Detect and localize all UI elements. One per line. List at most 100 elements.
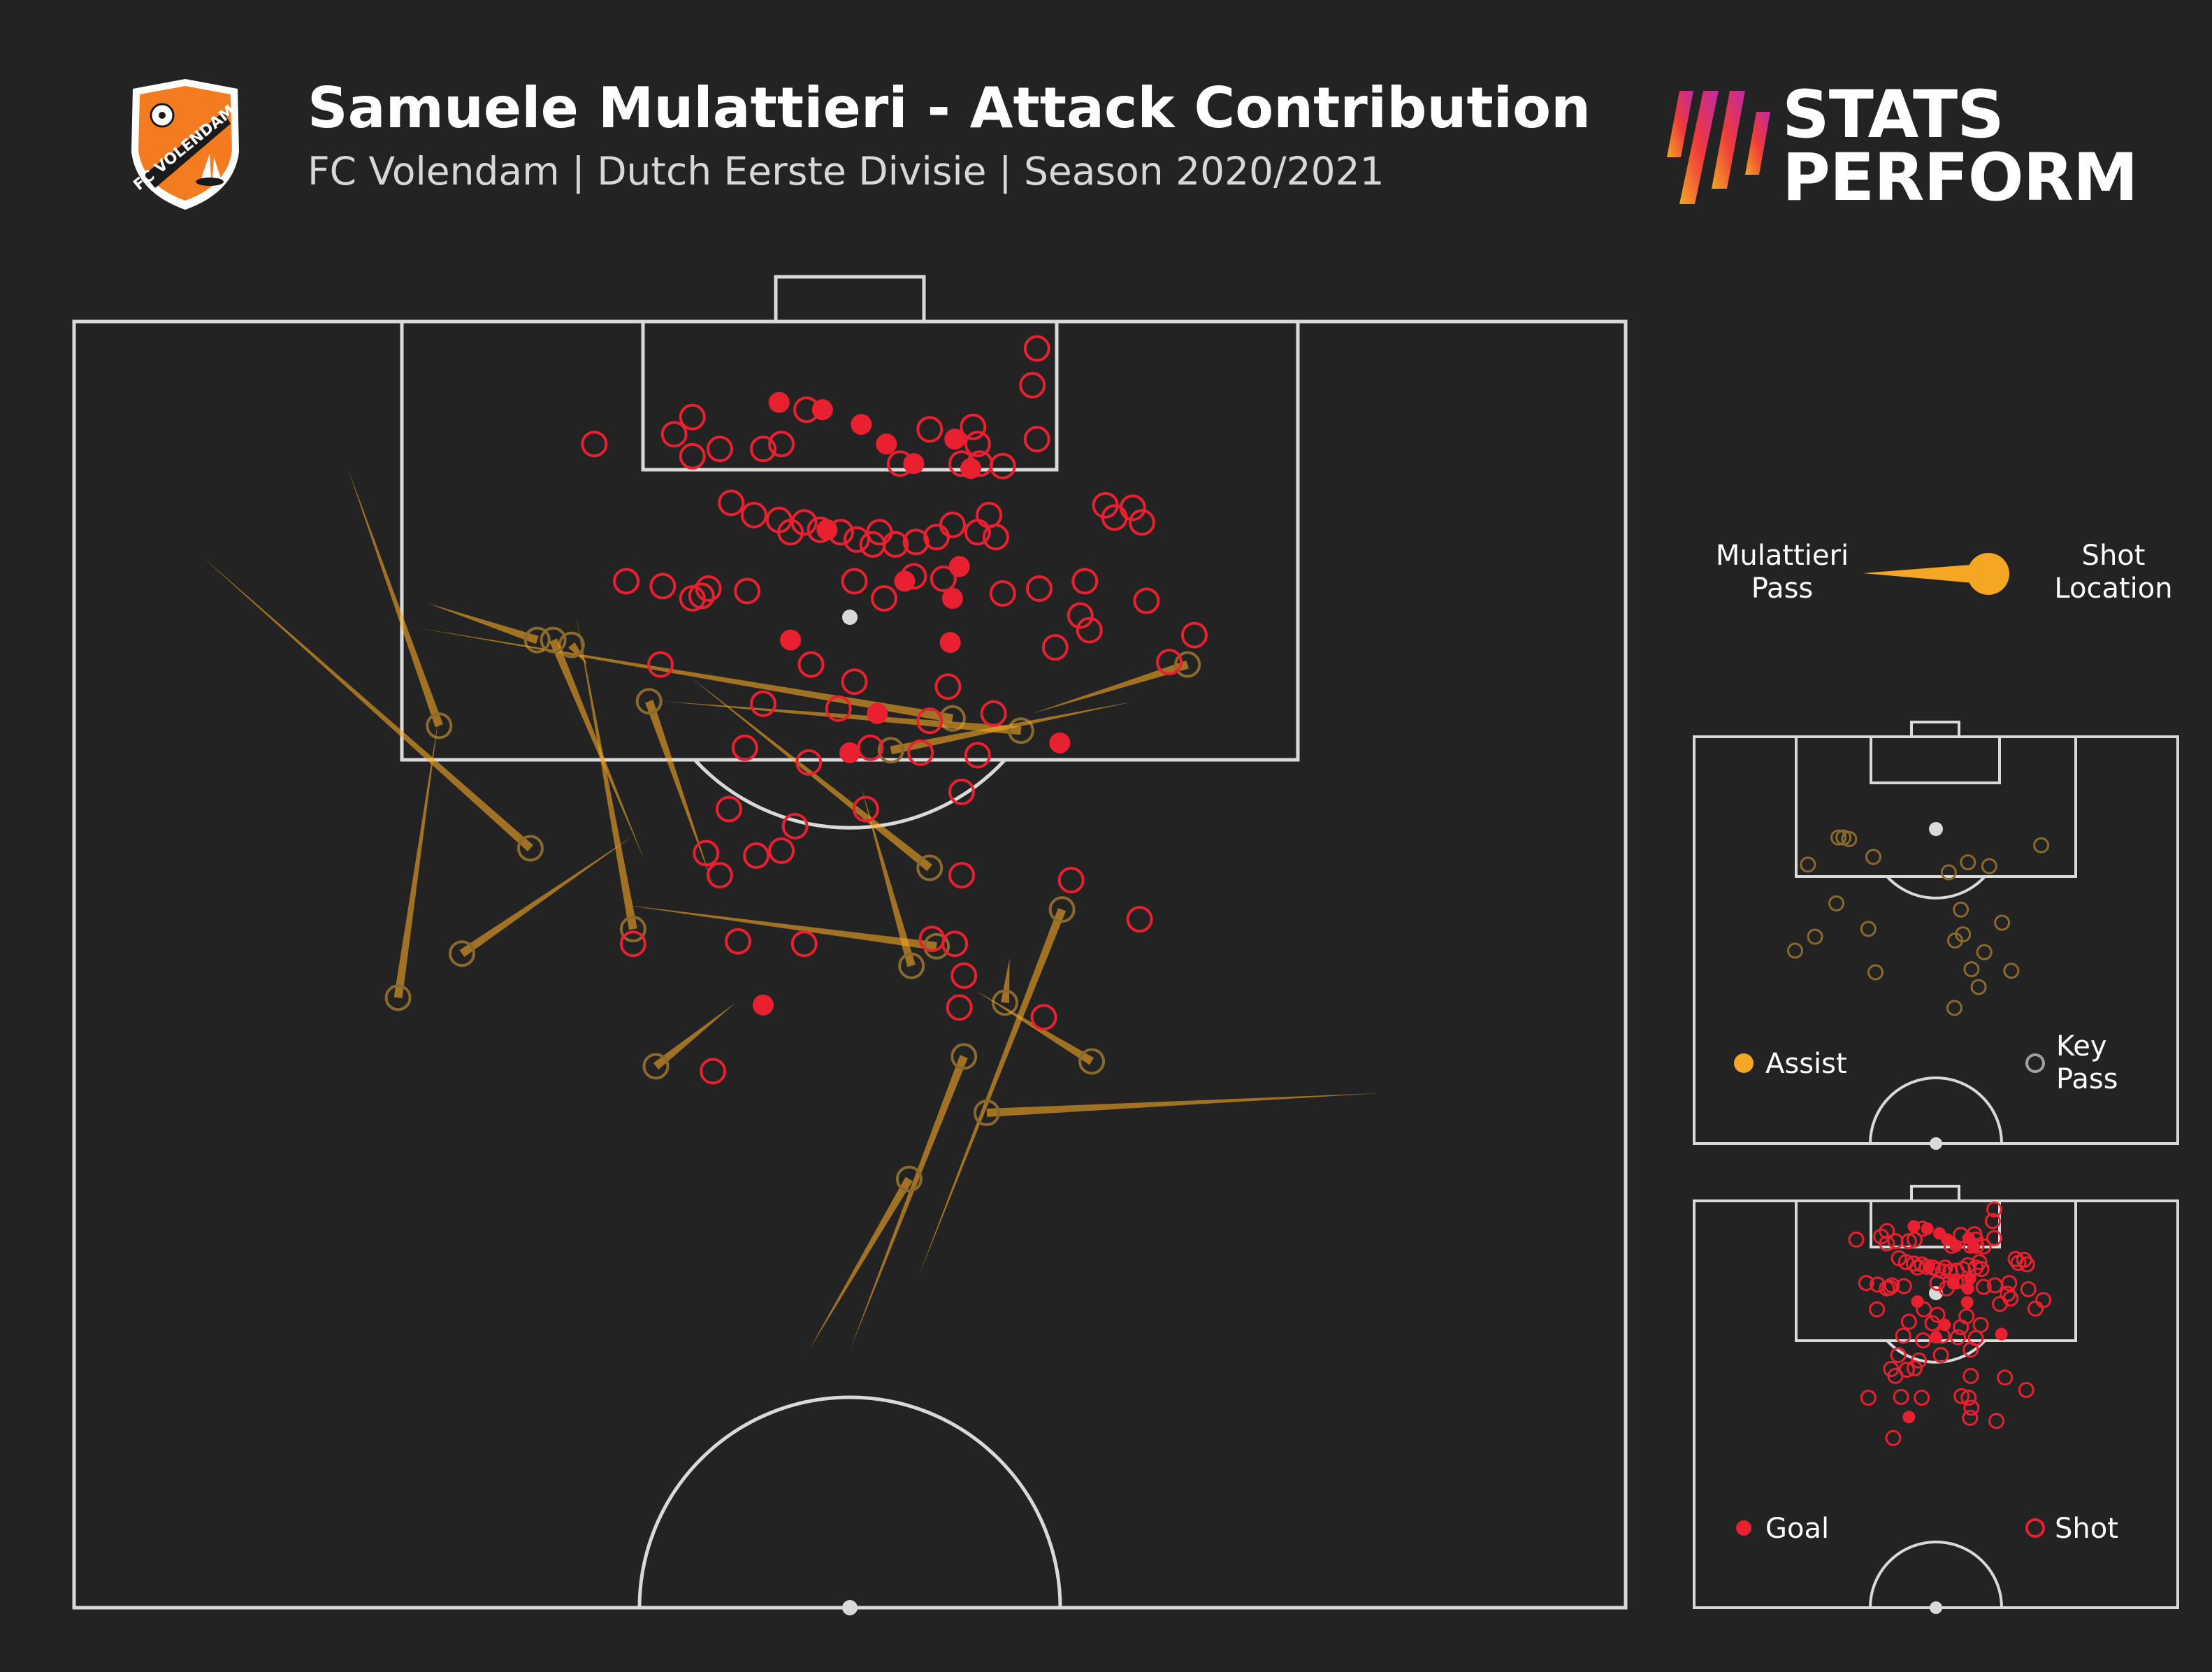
- mini-shot-point: [1953, 1388, 1970, 1404]
- shot-point: [649, 572, 677, 600]
- key-pass-line: [1001, 958, 1010, 1003]
- mini-goal-point: [1960, 1296, 1974, 1309]
- key-pass-point: [1940, 864, 1957, 881]
- mini-shot-point: [1963, 1399, 1980, 1416]
- legend-assist-label: Assist: [1765, 1048, 1847, 1080]
- shot-point: [1041, 634, 1069, 661]
- mini-shot-point: [1950, 1329, 1967, 1346]
- key-pass-point: [1860, 921, 1877, 937]
- legend-shot-location-dot: [1967, 553, 2009, 595]
- key-pass-shot-marker: [973, 1100, 1000, 1127]
- mini-shot-point: [1972, 1316, 1989, 1333]
- mini-shot-point: [1962, 1341, 1979, 1358]
- legend-shot-dot: [2025, 1518, 2045, 1538]
- shot-point: [870, 585, 897, 612]
- shot-point: [718, 489, 745, 517]
- key-pass-point: [1830, 829, 1847, 846]
- mini-shot-point: [1885, 1429, 1902, 1446]
- goal-point: [939, 632, 961, 654]
- key-pass-point: [1867, 964, 1884, 981]
- mini-goal-point: [1922, 1260, 1935, 1274]
- legend-pass-label-2: Pass: [1751, 572, 1814, 605]
- legend-shot-label-1: Shot: [2082, 540, 2146, 572]
- main-pitch: [72, 275, 1628, 1610]
- goal-point: [851, 414, 872, 435]
- legend-key-pass-dot: [2025, 1053, 2045, 1073]
- key-pass-shot-marker: [916, 854, 944, 881]
- mini-goal-point: [1946, 1276, 1960, 1290]
- goal-point: [944, 428, 966, 450]
- mini-shot-point: [1890, 1347, 1907, 1364]
- shot-point: [964, 431, 991, 458]
- key-pass-point: [2033, 837, 2050, 853]
- shot-point: [946, 994, 973, 1021]
- key-pass-point: [1981, 858, 1997, 874]
- goal-point: [816, 519, 838, 540]
- shot-point: [852, 795, 879, 823]
- shot-point: [1180, 621, 1208, 649]
- key-pass-shot-marker: [898, 952, 925, 979]
- shot-point: [743, 842, 770, 870]
- mini-shot-point: [1929, 1275, 1946, 1292]
- mini-shot-point: [1893, 1388, 1909, 1405]
- mini-shot-point: [1962, 1409, 1979, 1426]
- key-pass-shot-marker: [1048, 896, 1076, 923]
- key-pass-line: [459, 836, 633, 958]
- mini-shot-point: [1879, 1223, 1895, 1239]
- shot-point: [980, 700, 1007, 727]
- key-pass-line: [890, 701, 1136, 755]
- center-circle: [637, 1395, 1062, 1608]
- shot-point: [647, 651, 674, 678]
- shot-point: [700, 1058, 727, 1085]
- shot-point: [1133, 587, 1160, 614]
- mini-shot-point: [1984, 1213, 2001, 1230]
- mini-pitch-shots: Goal Shot: [1693, 1185, 2179, 1614]
- shot-point: [930, 565, 957, 592]
- shot-point: [795, 749, 823, 776]
- mini-shot-point: [1988, 1413, 2004, 1429]
- goal-point: [768, 391, 790, 413]
- shot-point: [989, 580, 1016, 607]
- shot-point: [790, 509, 818, 536]
- key-pass-point: [1800, 856, 1816, 873]
- mini-goal-point: [1949, 1239, 1962, 1253]
- shot-point: [841, 568, 868, 595]
- shot-point: [781, 812, 809, 839]
- shot-point: [706, 435, 733, 463]
- stats-perform-mark-icon: [1667, 91, 1770, 204]
- center-spot: [842, 1600, 858, 1615]
- pass-layer: [199, 468, 1380, 1350]
- mini-shot-point: [2010, 1255, 2027, 1271]
- six-yard-box: [641, 319, 1059, 472]
- key-pass-point: [1835, 829, 1852, 846]
- key-pass-shot-marker: [950, 1043, 978, 1070]
- shot-point: [734, 577, 761, 605]
- mini-shot-point: [1911, 1352, 1928, 1369]
- mini-shot-point: [1895, 1327, 1911, 1344]
- mini-shot-point: [1992, 1295, 2009, 1312]
- key-pass-line: [393, 713, 440, 999]
- key-pass-shot-marker: [992, 989, 1018, 1016]
- key-pass-point: [1994, 914, 2011, 931]
- key-pass-line: [653, 1002, 736, 1070]
- legend-shot-label: Shot: [2055, 1513, 2118, 1545]
- key-pass-point: [1787, 942, 1804, 959]
- shot-point: [619, 930, 646, 958]
- shot-point: [907, 739, 934, 766]
- key-pass-shot-marker: [426, 712, 453, 740]
- shot-point: [950, 962, 978, 989]
- shot-point: [688, 582, 715, 610]
- shot-point: [1057, 867, 1085, 894]
- shot-point: [1126, 906, 1153, 933]
- page-subtitle: FC Volendam | Dutch Eerste Divisie | Sea…: [308, 149, 1385, 194]
- key-pass-line: [1032, 660, 1189, 714]
- shot-point: [660, 421, 688, 448]
- shot-point: [841, 668, 868, 696]
- shot-point: [777, 519, 804, 546]
- key-pass-point: [1807, 928, 1823, 945]
- shot-point: [797, 651, 825, 678]
- mini-goal-point: [1961, 1282, 1974, 1295]
- shot-point: [1156, 649, 1183, 676]
- brand-word-stats: STATS: [1782, 77, 2004, 153]
